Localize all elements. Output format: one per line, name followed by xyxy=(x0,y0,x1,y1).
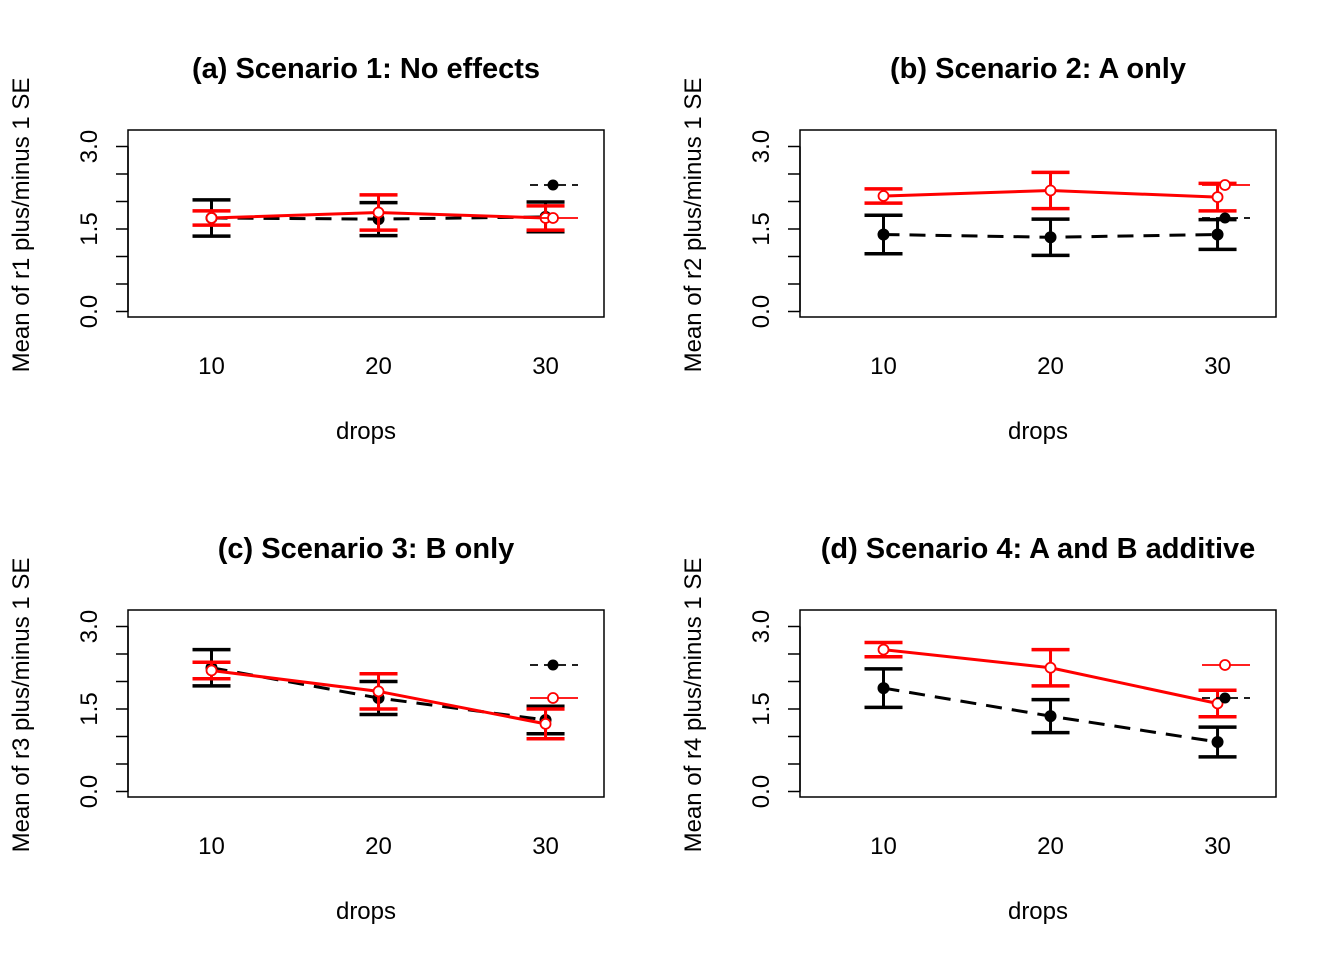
panel-title: (d) Scenario 4: A and B additive xyxy=(821,533,1256,565)
legend-marker xyxy=(1219,179,1231,191)
legend-marker xyxy=(1219,659,1231,671)
legend-marker xyxy=(1219,212,1231,224)
y-tick-label: 1.5 xyxy=(748,212,775,245)
data-point xyxy=(1044,184,1057,197)
y-tick-label: 3.0 xyxy=(76,610,103,643)
legend xyxy=(530,659,578,704)
y-tick-label: 1.5 xyxy=(76,212,103,245)
y-tick-label: 3.0 xyxy=(76,130,103,163)
y-tick-label: 0.0 xyxy=(76,295,103,328)
series-2 xyxy=(192,193,565,232)
y-tick-label: 1.5 xyxy=(748,692,775,725)
x-axis-label: drops xyxy=(1008,418,1068,445)
panel-title: (a) Scenario 1: No effects xyxy=(192,53,540,85)
data-point xyxy=(1044,710,1057,723)
data-point xyxy=(1211,736,1224,748)
data-point xyxy=(539,717,552,730)
y-tick-label: 0.0 xyxy=(748,775,775,808)
data-point xyxy=(1044,231,1057,244)
x-axis-label: drops xyxy=(1008,898,1068,925)
panel-2: (b) Scenario 2: A only 0.0 1.5 3.0 10 20 30 dro… xyxy=(680,53,1277,445)
y-tick-label: 3.0 xyxy=(748,130,775,163)
y-axis-label: Mean of r2 plus/minus 1 SE xyxy=(680,78,707,373)
series-2 xyxy=(192,660,565,741)
data-point xyxy=(877,682,890,695)
legend-marker xyxy=(547,212,559,224)
data-point xyxy=(1044,661,1057,674)
plot-frame xyxy=(127,609,605,798)
x-tick-label: 30 xyxy=(1204,353,1231,380)
x-tick-label: 10 xyxy=(198,353,225,380)
data-point xyxy=(877,228,890,241)
legend-marker xyxy=(547,659,559,671)
series-1 xyxy=(864,213,1237,258)
y-axis-label: Mean of r3 plus/minus 1 SE xyxy=(8,558,35,853)
x-tick-label: 20 xyxy=(1037,833,1064,860)
panel-4: (d) Scenario 4: A and B additive 0.0 1.5 3.… xyxy=(680,533,1277,925)
legend xyxy=(530,179,578,224)
x-tick-label: 20 xyxy=(1037,353,1064,380)
series-2 xyxy=(864,640,1237,719)
y-tick-label: 1.5 xyxy=(76,692,103,725)
y-axis-label: Mean of r1 plus/minus 1 SE xyxy=(8,78,35,373)
y-tick-label: 3.0 xyxy=(748,610,775,643)
x-axis-label: drops xyxy=(336,418,396,445)
data-point xyxy=(877,643,890,656)
data-point xyxy=(877,190,890,202)
legend-marker xyxy=(1219,692,1231,704)
data-point xyxy=(372,206,385,219)
x-tick-label: 10 xyxy=(870,353,897,380)
x-tick-label: 20 xyxy=(365,833,392,860)
y-tick-label: 0.0 xyxy=(748,295,775,328)
x-tick-label: 10 xyxy=(870,833,897,860)
series-2 xyxy=(864,170,1237,213)
panel-3: (c) Scenario 3: B only 0.0 1.5 3.0 10 20 30 dro… xyxy=(8,533,605,925)
data-point xyxy=(1211,228,1224,241)
x-axis-label: drops xyxy=(336,898,396,925)
data-point xyxy=(205,212,218,224)
panel-title: (c) Scenario 3: B only xyxy=(218,533,515,565)
legend-marker xyxy=(547,692,559,704)
x-tick-label: 20 xyxy=(365,353,392,380)
panel-1: (a) Scenario 1: No effects 0.0 1.5 3.0 10 20 3… xyxy=(8,53,605,445)
data-point xyxy=(1211,191,1224,204)
x-tick-label: 30 xyxy=(532,353,559,380)
x-tick-label: 30 xyxy=(1204,833,1231,860)
data-point xyxy=(205,664,218,677)
plot-frame xyxy=(799,129,1277,318)
plot-frame xyxy=(799,609,1277,798)
series-1 xyxy=(864,667,1237,759)
legend-marker xyxy=(547,179,559,191)
x-tick-label: 30 xyxy=(532,833,559,860)
panel-title: (b) Scenario 2: A only xyxy=(890,53,1186,85)
data-point xyxy=(372,685,385,698)
y-axis-label: Mean of r4 plus/minus 1 SE xyxy=(680,558,707,853)
legend xyxy=(1202,659,1250,704)
legend xyxy=(1202,179,1250,224)
x-tick-label: 10 xyxy=(198,833,225,860)
y-tick-label: 0.0 xyxy=(76,775,103,808)
